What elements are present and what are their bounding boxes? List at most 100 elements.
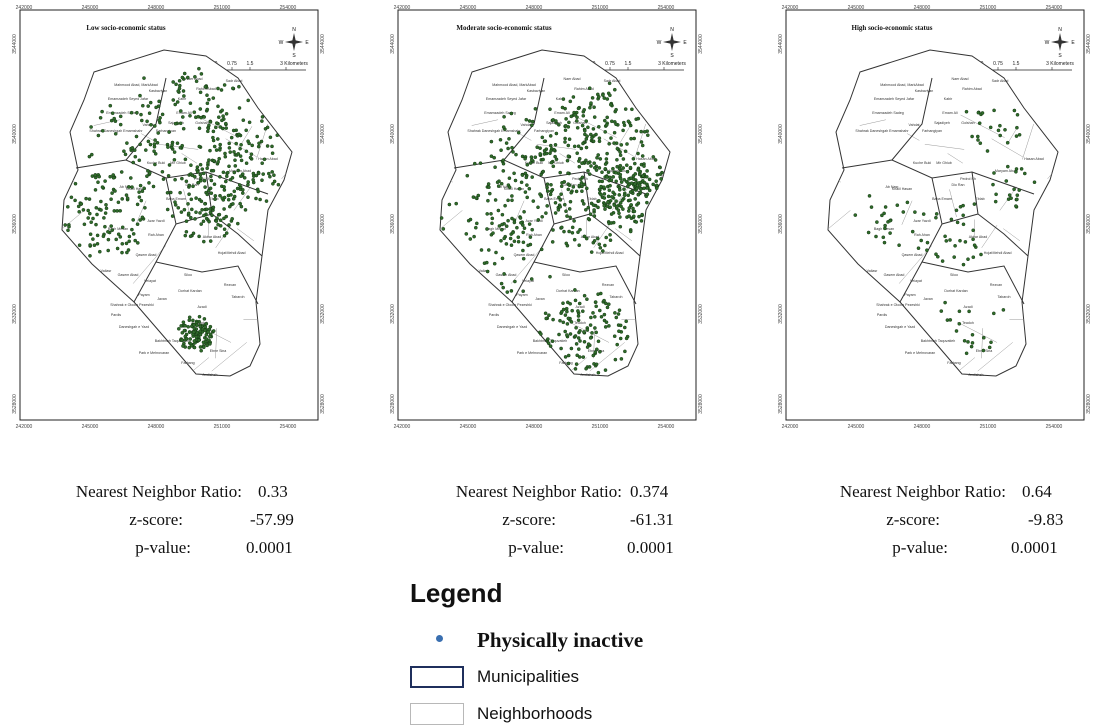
inactive-point xyxy=(611,166,615,171)
inactive-point xyxy=(272,179,277,184)
inactive-point xyxy=(631,214,636,219)
inactive-point xyxy=(521,240,526,245)
inactive-point xyxy=(268,135,273,140)
neighborhood-label: Payam xyxy=(904,293,915,297)
inactive-point xyxy=(240,191,245,195)
inactive-point xyxy=(204,321,209,326)
inactive-point xyxy=(568,215,572,220)
inactive-point xyxy=(194,79,199,84)
neighborhood-boundary xyxy=(240,126,253,146)
inactive-point xyxy=(553,200,558,205)
inactive-point xyxy=(217,212,222,217)
neighborhood-label: Azar Yazdi xyxy=(913,219,930,223)
inactive-point xyxy=(120,197,124,201)
inactive-point xyxy=(178,121,183,126)
inactive-point xyxy=(130,185,134,189)
inactive-point xyxy=(485,227,489,231)
neighborhood-label: Mehdi Abad xyxy=(227,251,246,255)
inactive-point xyxy=(957,321,962,326)
inactive-point xyxy=(533,107,538,111)
inactive-point xyxy=(603,166,608,171)
neighborhood-label: Kuche Buki xyxy=(525,161,543,165)
neighborhood-boundary xyxy=(1039,199,1058,213)
neighborhood-label: Velayat xyxy=(910,279,922,283)
neighborhood-label: Maryam Abad xyxy=(995,169,1017,173)
inactive-point xyxy=(152,142,157,146)
inactive-point xyxy=(184,229,189,234)
inactive-point xyxy=(246,195,250,199)
inactive-point xyxy=(588,132,593,137)
inactive-point xyxy=(602,312,607,317)
x-tick-bottom: 251000 xyxy=(592,424,609,430)
neighborhood-label: Naer Abad xyxy=(564,77,581,81)
inactive-point xyxy=(512,171,516,176)
inactive-point xyxy=(63,223,68,227)
inactive-point xyxy=(516,235,521,239)
inactive-point xyxy=(589,315,593,320)
inactive-point xyxy=(551,317,555,322)
inactive-point xyxy=(493,165,497,169)
map-title: High socio-economic status xyxy=(852,24,933,32)
inactive-point xyxy=(979,252,983,257)
z-score-label: z-score: xyxy=(129,510,183,529)
inactive-point xyxy=(235,221,240,226)
municipality-boundary xyxy=(511,177,555,303)
inactive-point xyxy=(166,145,170,149)
inactive-point xyxy=(95,241,100,246)
inactive-point xyxy=(509,111,514,116)
neighborhood-boundary xyxy=(981,328,984,359)
y-tick-left: 3528000 xyxy=(12,394,18,414)
inactive-point xyxy=(621,128,625,133)
inactive-point xyxy=(202,213,206,218)
neighborhood-label: Azadi xyxy=(198,305,207,309)
inactive-point xyxy=(1001,308,1006,312)
inactive-point xyxy=(198,324,202,329)
inactive-point xyxy=(613,357,618,362)
p-value-label: p-value: xyxy=(892,538,948,557)
inactive-point xyxy=(658,165,662,170)
scale-tick: 1.5 xyxy=(1013,61,1020,67)
neighborhood-label: Maryam Abad xyxy=(229,169,251,173)
inactive-point xyxy=(143,205,147,210)
inactive-point xyxy=(168,190,173,195)
inactive-point xyxy=(239,158,244,163)
inactive-point xyxy=(574,362,579,366)
inactive-point xyxy=(519,180,524,185)
neighborhood-label: Akbar Abad xyxy=(969,235,988,239)
inactive-point xyxy=(523,190,528,194)
neighborhood-label: Rezvan xyxy=(224,283,236,287)
inactive-point xyxy=(485,212,489,216)
inactive-point xyxy=(551,118,555,122)
inactive-point xyxy=(612,130,617,135)
inactive-point xyxy=(486,182,491,186)
y-tick-left: 3544000 xyxy=(390,34,396,54)
inactive-point xyxy=(66,228,70,233)
inactive-point xyxy=(972,202,977,206)
inactive-point xyxy=(489,154,494,158)
inactive-point xyxy=(468,237,473,241)
nnr-value: 0.33 xyxy=(258,482,288,501)
inactive-point xyxy=(565,322,570,326)
inactive-point xyxy=(240,187,245,192)
inactive-point xyxy=(573,288,577,292)
inactive-point xyxy=(155,140,160,145)
inactive-point xyxy=(582,293,587,298)
inactive-point xyxy=(587,86,592,90)
y-tick-left: 3528000 xyxy=(390,394,396,414)
inactive-point xyxy=(637,214,641,219)
nnr-value: 0.64 xyxy=(1022,482,1052,501)
inactive-point xyxy=(571,95,576,99)
inactive-point xyxy=(639,140,644,144)
inactive-point xyxy=(577,301,582,306)
nnr-value: 0.374 xyxy=(630,482,669,501)
inactive-point xyxy=(625,142,629,146)
inactive-point xyxy=(207,158,211,162)
inactive-point xyxy=(948,238,952,242)
inactive-point xyxy=(568,332,573,336)
inactive-point xyxy=(111,173,115,177)
neighborhood-boundary xyxy=(68,305,87,326)
legend-label: Physically inactive xyxy=(477,628,644,652)
neighborhood-label: Azar Yazdi xyxy=(525,219,542,223)
inactive-point xyxy=(567,137,572,141)
inactive-point xyxy=(201,219,206,224)
